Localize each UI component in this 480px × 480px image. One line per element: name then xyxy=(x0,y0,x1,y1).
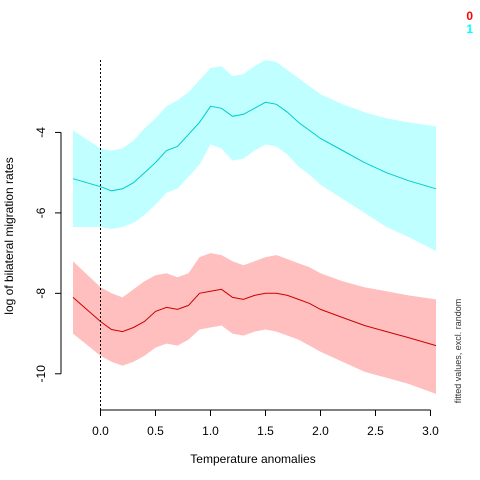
y-axis-title: log of bilateral migration rates xyxy=(2,157,16,314)
y-tick-label: -10 xyxy=(34,365,48,383)
x-axis-title: Temperature anomalies xyxy=(190,452,315,466)
x-tick-label: 1.0 xyxy=(202,424,219,438)
y-tick-label: -8 xyxy=(34,288,48,299)
x-tick-label: 2.5 xyxy=(367,424,384,438)
confidence-band-1 xyxy=(73,60,436,252)
series-lines xyxy=(72,101,437,347)
confidence-band-0 xyxy=(73,253,436,394)
legend-entry-1: 1 xyxy=(466,22,473,36)
y-tick-label: -4 xyxy=(34,127,48,138)
side-note: fitted values, excl. random xyxy=(453,299,463,404)
x-tick-label: 3.0 xyxy=(422,424,439,438)
series-line-0 xyxy=(72,288,437,347)
x-tick-label: 0.0 xyxy=(92,424,109,438)
series-line-1 xyxy=(72,101,437,192)
x-tick-label: 0.5 xyxy=(147,424,164,438)
confidence-bands xyxy=(73,60,436,394)
x-tick-label: 1.5 xyxy=(257,424,274,438)
legend-entry-0: 0 xyxy=(466,9,473,23)
x-axis: 0.0 0.5 1.0 1.5 2.0 2.5 3.0 xyxy=(92,409,439,438)
x-tick-label: 2.0 xyxy=(312,424,329,438)
y-tick-label: -6 xyxy=(34,207,48,218)
legend: 01 xyxy=(466,9,473,36)
y-axis: -4 -6 -8 -10 xyxy=(34,127,62,383)
